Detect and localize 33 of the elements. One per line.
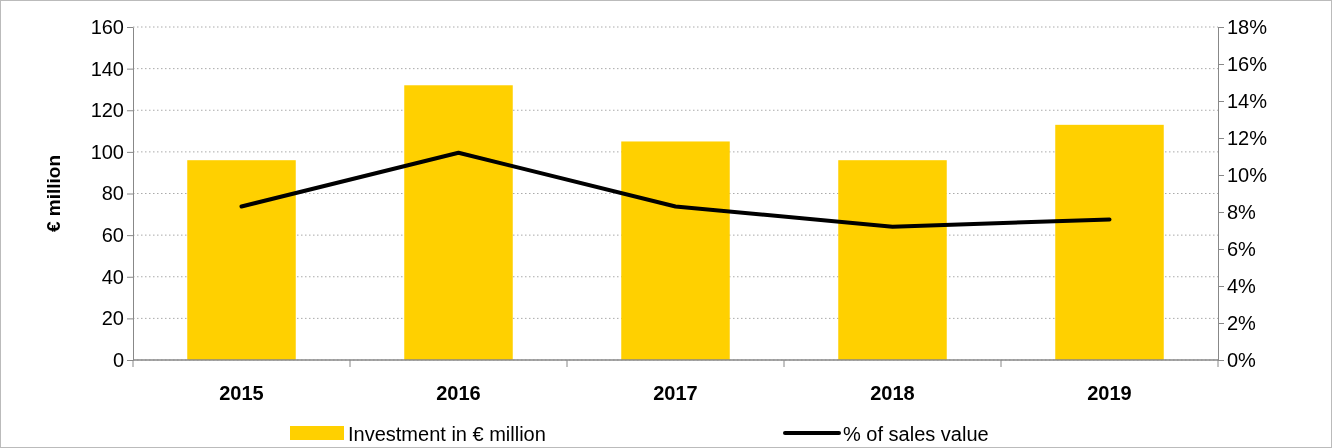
x-tick-label: 2019 <box>1087 382 1132 404</box>
y-tick-label: 60 <box>101 224 124 247</box>
y-tick-label: 120 <box>90 99 124 122</box>
y-tick-label: 140 <box>90 57 124 80</box>
y-tick-label: 20 <box>101 307 124 330</box>
legend-label: Investment in € million <box>348 423 546 445</box>
bar <box>187 160 296 360</box>
line-series <box>239 150 1112 229</box>
y2-tick-label: 10% <box>1227 163 1268 186</box>
legend-label: % of sales value <box>843 423 989 445</box>
y2-tick-label: 6% <box>1227 237 1257 260</box>
x-tick-label: 2016 <box>436 382 481 404</box>
y2-tick-label: 18% <box>1227 15 1268 38</box>
y2-tick-label: 2% <box>1227 311 1257 334</box>
bar <box>838 160 947 360</box>
x-tick-label: 2015 <box>219 382 264 404</box>
y-tick-label: 160 <box>90 15 124 38</box>
y-tick-label: 80 <box>101 182 124 205</box>
x-tick-label: 2017 <box>653 382 698 404</box>
y2-tick-label: 16% <box>1227 52 1268 75</box>
y2-tick-label: 12% <box>1227 126 1268 149</box>
bar <box>404 85 513 360</box>
bar <box>621 141 730 360</box>
y2-tick-label: 4% <box>1227 274 1257 297</box>
y2-tick-label: 0% <box>1227 348 1257 371</box>
y2-tick-label: 14% <box>1227 89 1268 112</box>
y-tick-label: 40 <box>101 265 124 288</box>
y-axis-title: € million <box>43 154 64 233</box>
x-tick-label: 2018 <box>870 382 915 404</box>
y2-tick-label: 8% <box>1227 200 1257 223</box>
bar <box>1055 124 1164 360</box>
y-tick-label: 100 <box>90 140 124 163</box>
y-tick-label: 0 <box>112 348 124 371</box>
